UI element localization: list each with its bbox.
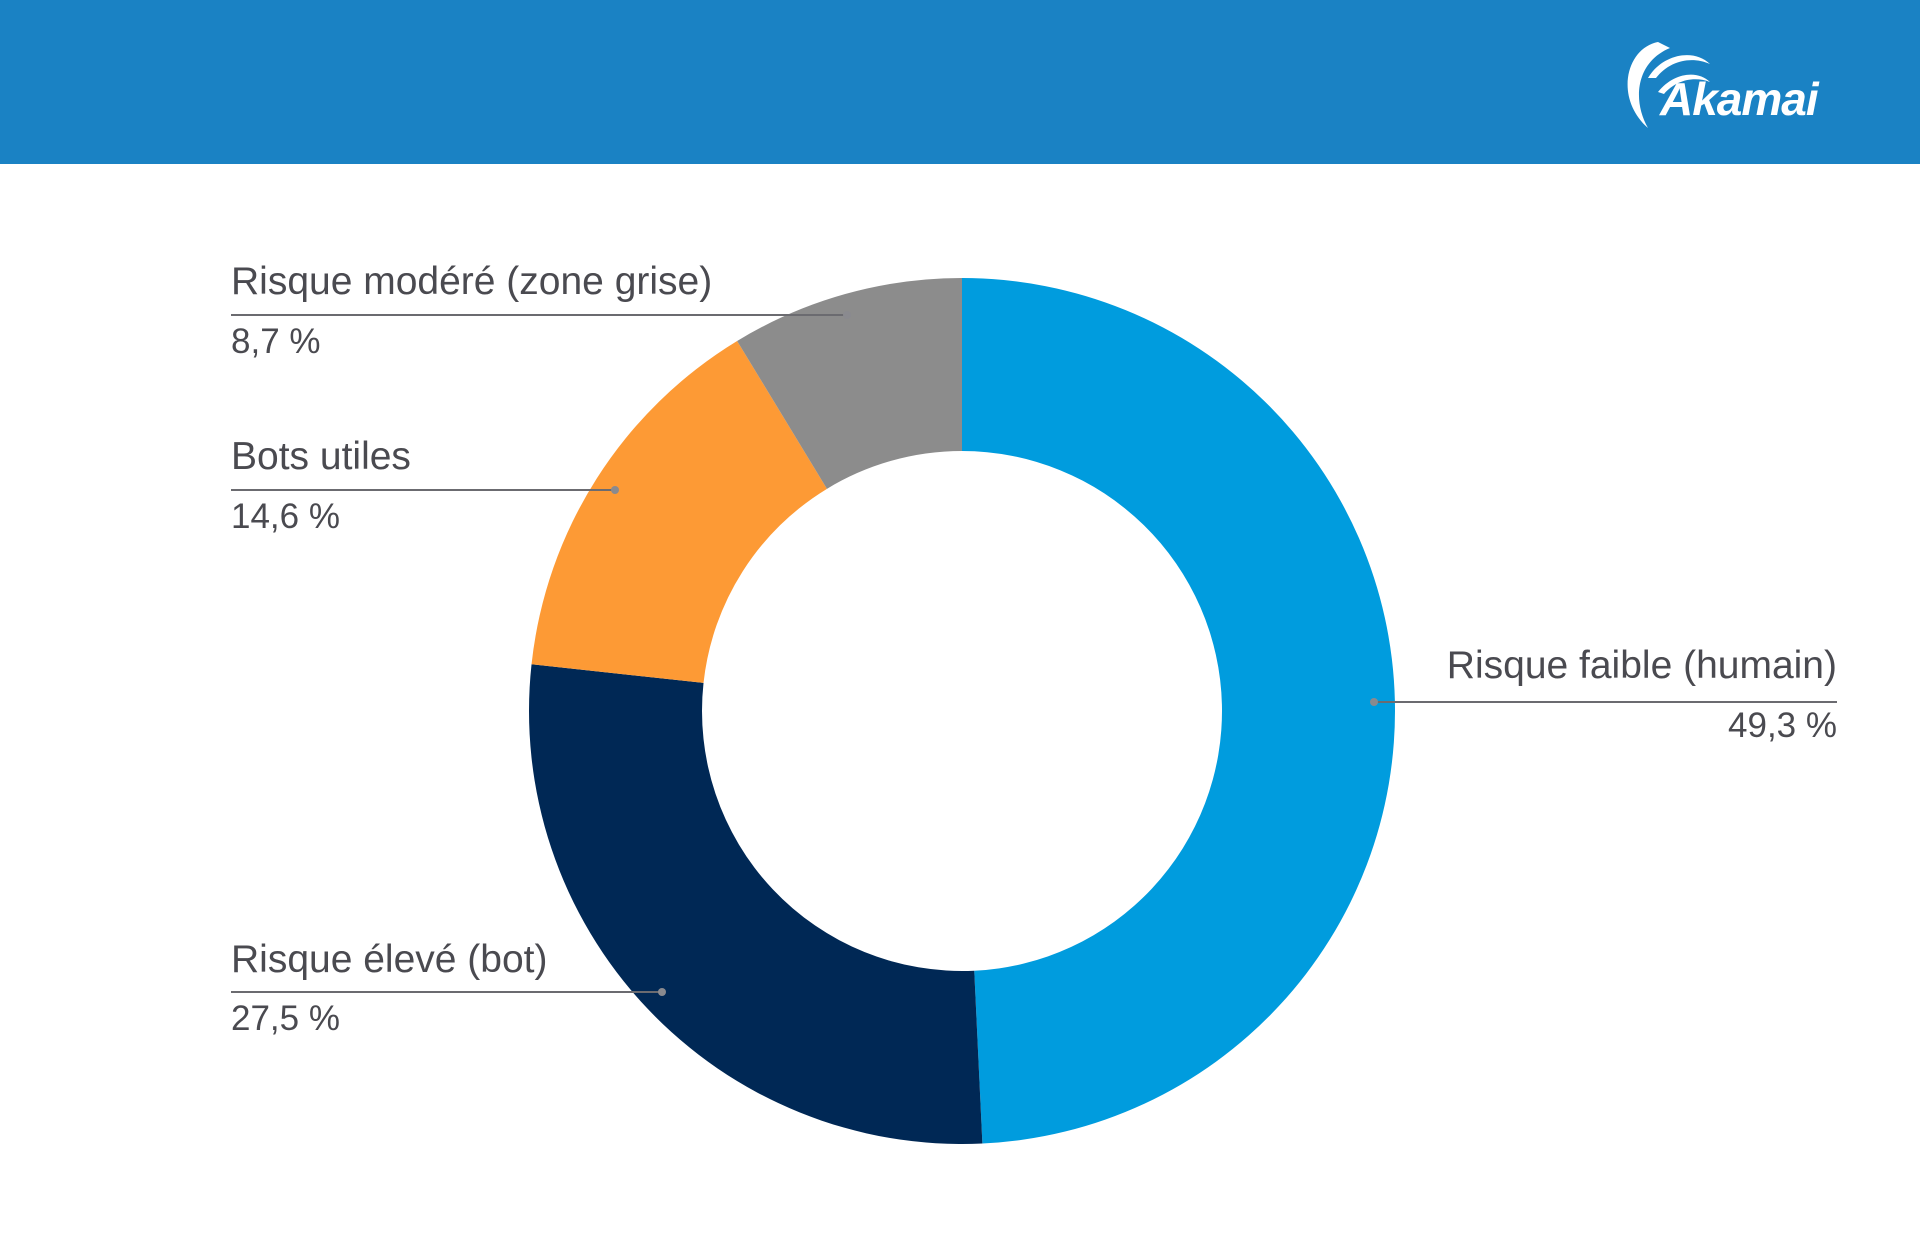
label-risque-faible: Risque faible (humain) [1446, 644, 1837, 687]
value-bots-utiles: 14,6 % [231, 497, 340, 536]
leader-dot-3 [843, 311, 851, 319]
value-risque-eleve: 27,5 % [231, 999, 340, 1038]
logo-text: Akamai [1660, 73, 1819, 125]
donut-slice-1 [529, 664, 983, 1144]
donut-slice-2 [531, 340, 827, 683]
label-risque-eleve: Risque élevé (bot) [231, 938, 548, 981]
value-risque-faible: 49,3 % [1728, 706, 1837, 745]
donut-slice-0 [962, 278, 1395, 1144]
value-risque-modere: 8,7 % [231, 322, 321, 361]
logo-wave-icon [1627, 42, 1710, 128]
leader-dot-0 [1370, 698, 1378, 706]
label-bots-utiles: Bots utiles [231, 435, 411, 478]
akamai-logo: Akamai [1618, 38, 1848, 134]
header-bar: Akamai [0, 0, 1920, 164]
label-risque-modere: Risque modéré (zone grise) [231, 260, 713, 303]
leader-dot-2 [611, 486, 619, 494]
donut-slice-3 [737, 278, 962, 489]
leader-dot-1 [658, 988, 666, 996]
